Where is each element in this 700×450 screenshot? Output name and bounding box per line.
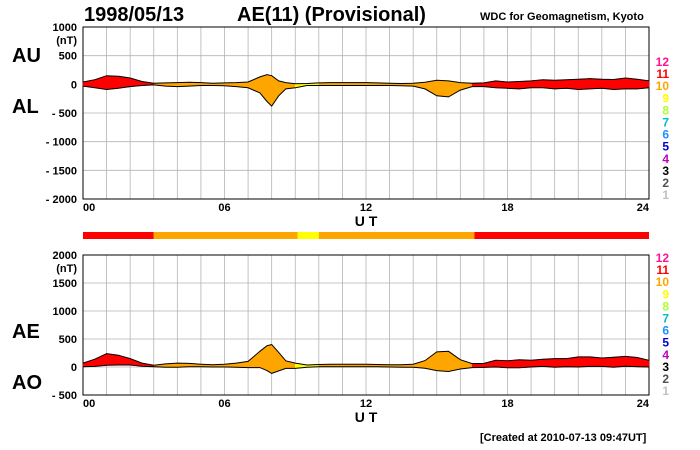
activity-level-label: 6 [662,128,669,142]
activity-level-label: 2 [662,176,669,190]
x-tick-label: 24 [637,202,650,214]
series-label-al: AL [12,96,39,118]
chart-main-title: AE(11) (Provisional) [237,4,426,26]
index-area-fill [448,350,461,372]
y-tick-label: 1500 [53,278,77,290]
activity-level-label: 8 [662,103,669,117]
x-tick-label: 24 [637,398,650,410]
index-area-fill [589,78,603,90]
x-tick-label: 06 [218,202,230,214]
activity-level-label: 8 [662,299,669,313]
y-tick-label: 500 [59,51,77,63]
index-area-fill [625,77,638,90]
activity-level-label: 10 [656,275,670,289]
y-tick-label: - 500 [52,108,77,120]
activity-level-label: 7 [662,116,669,130]
x-tick-label: 00 [83,398,95,410]
y-tick-label: 0 [71,362,77,374]
y-tick-label: 500 [59,334,77,346]
index-area-fill [424,80,437,97]
activity-level-label: 6 [662,324,669,338]
activity-level-label: 9 [662,287,669,301]
activity-level-label: 4 [662,348,669,362]
index-area-fill [613,356,626,368]
index-area-fill [460,82,473,91]
index-area-fill [601,356,614,368]
activity-level-label: 4 [662,152,669,166]
y-tick-label: 2000 [53,250,77,262]
index-area-fill [448,80,461,98]
x-tick-label: 18 [501,202,513,214]
y-unit-label: (nT) [56,35,77,47]
activity-level-label: 10 [656,79,670,93]
activity-level-label: 2 [662,372,669,386]
plot-frame [82,254,650,396]
index-area-fill [542,358,555,368]
series-line-ao [82,364,650,374]
y-tick-label: 1000 [53,22,77,34]
index-area-fill [554,79,567,90]
x-axis-label: U T [355,213,378,229]
y-tick-label: 0 [71,79,77,91]
index-area-fill [259,345,268,372]
index-area-fill [278,80,287,97]
y-tick-label: - 2000 [46,194,77,206]
index-area-fill [578,78,591,90]
series-label-au: AU [12,45,41,67]
series-line-al [82,84,650,107]
index-area-fill [601,78,614,90]
index-area-fill [424,351,437,371]
index-area-fill [278,351,287,372]
series-label-ae: AE [12,321,40,343]
activity-level-label: 12 [656,251,670,265]
x-tick-label: 12 [360,398,372,410]
activity-level-label: 1 [662,384,669,398]
y-tick-label: 1000 [53,306,77,318]
x-tick-label: 06 [218,398,230,410]
activity-level-label: 5 [662,336,669,350]
institution-label: WDC for Geomagnetism, Kyoto [480,11,644,23]
index-area-fill [589,356,603,367]
x-axis-label: U T [355,409,378,425]
activity-level-label: 1 [662,188,669,202]
activity-level-label: 3 [662,164,669,178]
index-area-fill [554,358,567,368]
index-area-fill [436,80,449,98]
index-area-fill [566,78,579,90]
activity-bar-segment [153,232,298,239]
index-area-fill [266,344,272,374]
activity-level-label: 12 [656,55,670,69]
plot-frame [82,26,650,200]
index-area-fill [266,74,272,107]
activity-level-label: 3 [662,360,669,374]
activity-level-label: 9 [662,91,669,105]
created-timestamp: [Created at 2010-07-13 09:47UT] [480,432,647,444]
activity-level-label: 11 [656,263,669,277]
index-area-fill [507,81,520,90]
index-area-fill [94,353,107,367]
activity-bar-segment [297,232,319,239]
activity-bar-segment [474,232,649,239]
x-tick-label: 00 [83,202,95,214]
x-tick-label: 12 [360,202,372,214]
date-label: 1998/05/13 [84,4,185,26]
series-label-ao: AO [12,372,42,394]
activity-level-label: 5 [662,140,669,154]
index-area-fill [106,75,119,90]
series-line-au [82,74,650,85]
index-area-fill [578,356,591,368]
y-unit-label: (nT) [56,263,77,275]
y-tick-label: - 1000 [46,137,77,149]
activity-bar-segment [318,232,475,239]
index-area-fill [436,351,449,372]
index-area-fill [625,356,638,367]
y-tick-label: - 1500 [46,165,77,177]
activity-level-label: 11 [656,67,669,81]
activity-bar-segment [83,232,154,239]
activity-level-label: 7 [662,312,669,326]
y-tick-label: - 500 [52,390,77,402]
series-line-ae [82,344,650,366]
x-tick-label: 18 [501,398,513,410]
